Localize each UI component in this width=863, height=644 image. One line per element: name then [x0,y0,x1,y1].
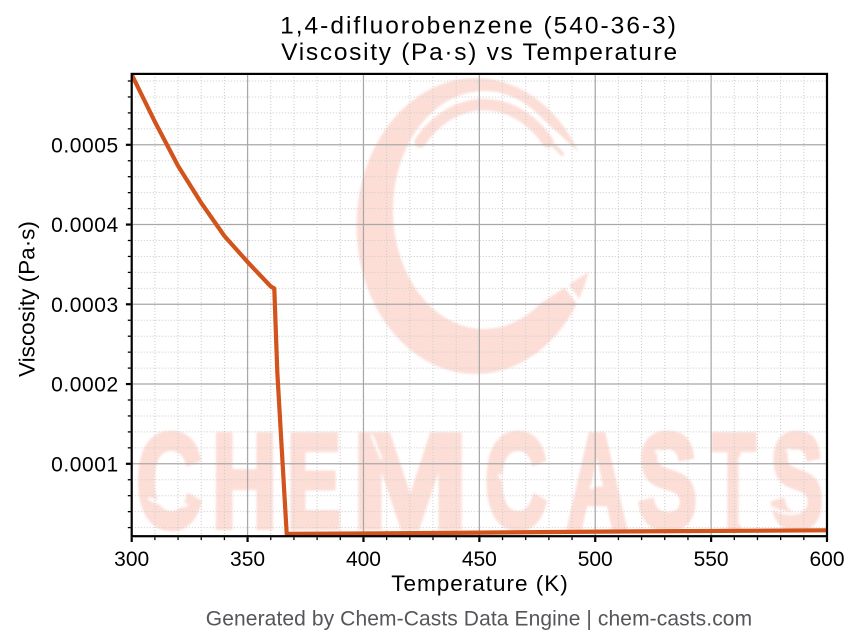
svg-text:0.0001: 0.0001 [51,453,119,476]
svg-text:0.0003: 0.0003 [51,294,119,317]
svg-text:H: H [212,406,278,557]
svg-text:300: 300 [114,548,149,571]
svg-text:0.0002: 0.0002 [51,374,119,397]
svg-text:0.0005: 0.0005 [51,134,119,157]
svg-text:S: S [770,406,824,557]
svg-text:550: 550 [694,548,729,571]
svg-text:350: 350 [230,548,265,571]
svg-text:S: S [638,406,698,557]
svg-text:600: 600 [809,548,844,571]
svg-text:0.0004: 0.0004 [51,214,119,237]
svg-text:450: 450 [462,548,497,571]
svg-text:Generated by Chem-Casts Data E: Generated by Chem-Casts Data Engine | ch… [206,608,752,631]
svg-text:Viscosity (Pa·s) vs Temperatur: Viscosity (Pa·s) vs Temperature [281,39,679,66]
svg-text:C: C [136,406,203,557]
svg-text:Temperature (K): Temperature (K) [391,571,569,596]
svg-text:500: 500 [578,548,613,571]
svg-text:400: 400 [346,548,381,571]
svg-text:1,4-difluorobenzene (540-36-3): 1,4-difluorobenzene (540-36-3) [280,13,678,40]
svg-text:Viscosity (Pa·s): Viscosity (Pa·s) [15,221,40,377]
